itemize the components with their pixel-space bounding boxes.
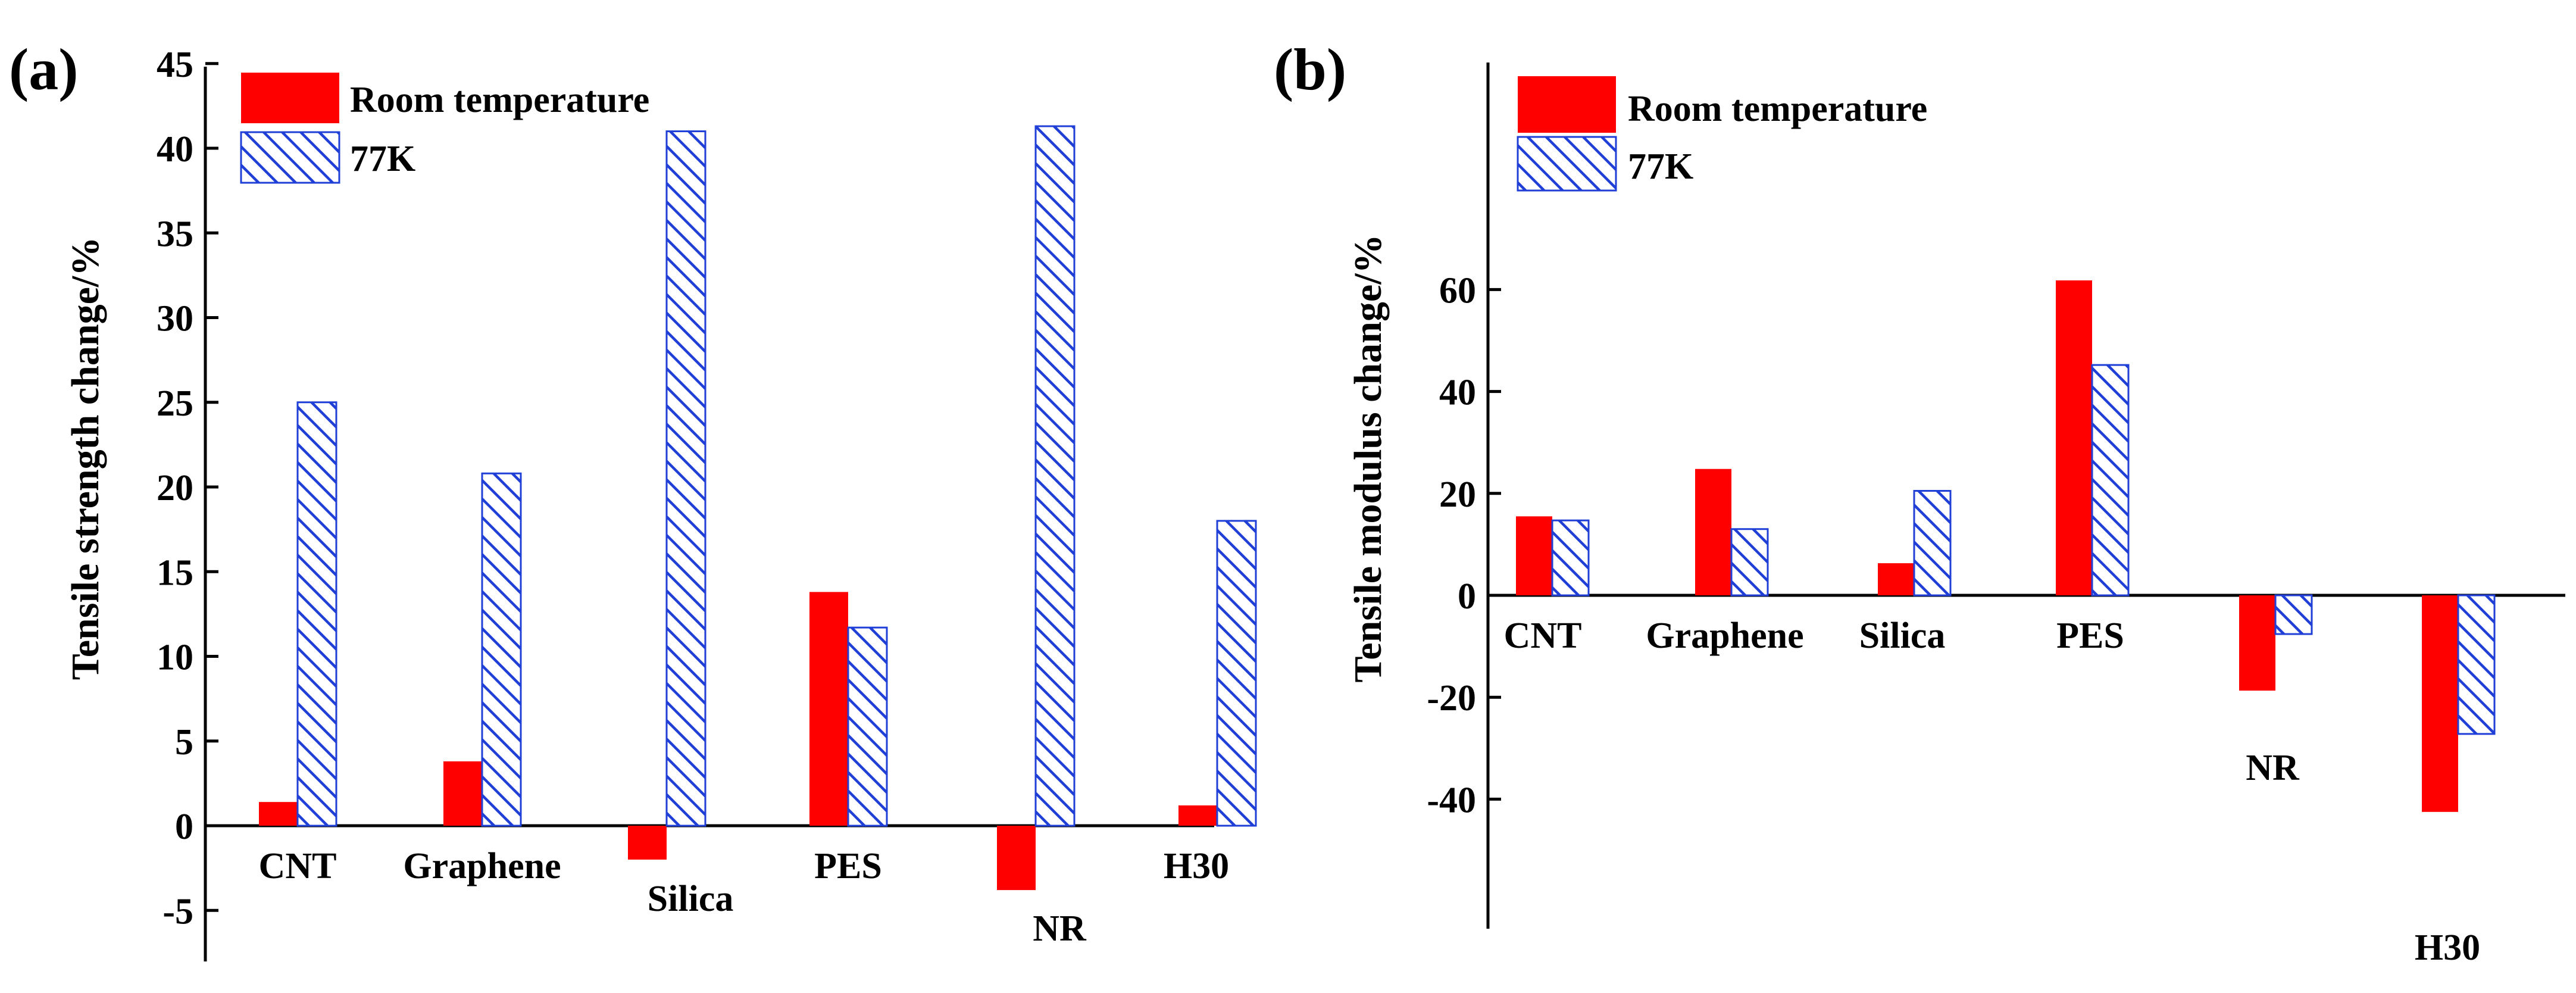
b-bar-room-h30 (2422, 595, 2458, 812)
a-bar-room-nr (997, 826, 1036, 891)
a-y-tick-label: 10 (157, 638, 193, 678)
a-y-tick-label: 30 (157, 299, 193, 339)
panel-a-y-axis-title: Tensile strength change/% (64, 237, 107, 680)
b-bar-77k-nr (2274, 594, 2313, 635)
panel-a-legend: Room temperature 77K (240, 73, 649, 184)
panel-b-category-labels: CNT Graphene Silica PES NR H30 (1504, 616, 2481, 968)
b-y-tick-label: 60 (1439, 270, 1476, 311)
a-y-tick-label: 0 (175, 807, 193, 847)
b-category-label-pes: PES (2056, 616, 2124, 656)
panel-a-label: (a) (9, 36, 79, 102)
a-bar-room-graphene (443, 761, 482, 826)
b-y-tick-label: 20 (1439, 474, 1476, 515)
b-category-label-silica: Silica (1859, 616, 1946, 656)
panel-b-legend-77k-label: 77K (1628, 146, 1693, 187)
b-y-tick-label: -20 (1427, 678, 1476, 719)
b-y-tick-label: 0 (1458, 576, 1476, 617)
b-bar-room-silica (1878, 563, 1914, 595)
a-bar-room-pes (809, 592, 848, 826)
a-category-label-h30: H30 (1164, 846, 1229, 886)
panel-a-legend-room-label: Room temperature (350, 80, 649, 120)
panel-b-legend: Room temperature 77K (1517, 76, 1927, 192)
b-category-label-nr: NR (2246, 748, 2300, 788)
a-bar-77k-silica (665, 130, 706, 827)
panel-a-axes: -5 0 5 10 15 20 25 30 35 40 45 (157, 45, 1214, 961)
a-bar-room-cnt (259, 802, 298, 826)
panel-a-legend-77k-label: 77K (350, 139, 415, 179)
panel-a-bars (259, 125, 1257, 891)
panel-a: (a) Tensile strength change/% -5 0 5 10 15 20… (9, 36, 1257, 961)
a-category-label-nr: NR (1033, 908, 1087, 949)
panel-b-legend-room-label: Room temperature (1628, 89, 1927, 129)
panel-b-axes: -40 -20 0 20 40 60 (1427, 63, 2565, 929)
b-y-tick-label: 40 (1439, 373, 1476, 413)
a-y-tick-label: 25 (157, 383, 193, 424)
b-bar-77k-silica (1913, 490, 1952, 597)
a-bar-77k-h30 (1216, 520, 1257, 827)
a-category-label-silica: Silica (648, 879, 734, 919)
a-bar-77k-nr (1034, 125, 1076, 827)
b-bar-room-cnt (1516, 516, 1552, 595)
panel-a-category-labels: CNT Graphene Silica PES NR H30 (259, 846, 1230, 949)
a-y-tick-label: 35 (157, 214, 193, 254)
a-category-label-graphene: Graphene (403, 846, 561, 886)
b-category-label-graphene: Graphene (1646, 616, 1803, 656)
a-bar-room-silica (628, 826, 667, 860)
b-bar-77k-cnt (1551, 519, 1590, 597)
panel-a-legend-room-swatch (241, 73, 339, 123)
b-category-label-h30: H30 (2415, 928, 2480, 968)
a-category-label-cnt: CNT (259, 846, 337, 886)
a-bar-77k-graphene (481, 472, 522, 827)
b-bar-room-graphene (1695, 469, 1731, 595)
a-y-tick-label: 20 (157, 468, 193, 508)
a-y-tick-label: 45 (157, 45, 193, 85)
b-bar-77k-h30 (2457, 594, 2496, 735)
a-y-tick-label: 40 (157, 129, 193, 170)
b-bar-room-pes (2056, 280, 2092, 595)
a-category-label-pes: PES (814, 846, 882, 886)
panel-b-label: (b) (1274, 36, 1346, 102)
a-y-tick-label: 5 (175, 722, 193, 763)
a-bar-77k-cnt (296, 401, 337, 827)
b-bar-77k-graphene (1730, 528, 1769, 597)
panel-b-y-axis-title: Tensile modulus change/% (1346, 234, 1390, 682)
b-y-tick-label: -40 (1427, 780, 1476, 820)
b-bar-room-nr (2239, 595, 2275, 691)
a-y-tick-label: 15 (157, 552, 193, 593)
a-y-tick-label: -5 (162, 891, 193, 932)
panel-b: (b) Tensile modulus change/% -40 -20 0 20 40… (1274, 36, 2565, 968)
panel-b-bars (1516, 280, 2496, 812)
panel-b-legend-room-swatch (1518, 76, 1616, 133)
a-bar-room-h30 (1178, 805, 1217, 826)
a-bar-77k-pes (847, 626, 888, 827)
b-category-label-cnt: CNT (1504, 616, 1582, 656)
panel-b-legend-77k-swatch (1517, 136, 1617, 192)
panel-a-legend-77k-swatch (240, 131, 340, 184)
b-bar-77k-pes (2091, 364, 2130, 597)
